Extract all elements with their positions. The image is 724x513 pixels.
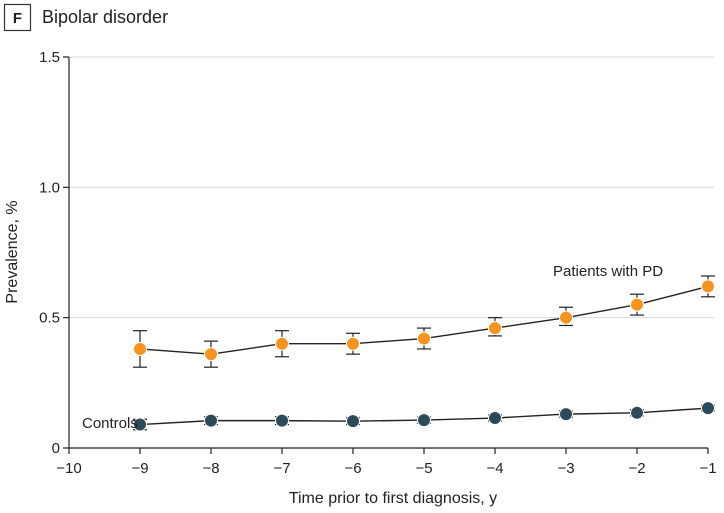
- data-point: [133, 341, 147, 356]
- data-point: [417, 413, 431, 428]
- data-point: [204, 347, 218, 362]
- x-tick-label: −6: [344, 460, 361, 477]
- y-tick-label: 0: [52, 440, 60, 457]
- series-0: [133, 275, 715, 368]
- x-tick-label: −7: [273, 460, 290, 477]
- data-point: [559, 310, 573, 325]
- x-tick-label: −3: [557, 460, 574, 477]
- x-tick-label: −8: [202, 460, 219, 477]
- x-tick-label: −10: [56, 460, 81, 477]
- data-point: [275, 336, 289, 351]
- y-tick-label: 1.0: [39, 179, 60, 196]
- data-point: [488, 411, 502, 426]
- series: [133, 275, 715, 432]
- y-axis-title: Prevalence, %: [4, 200, 21, 303]
- data-point: [488, 321, 502, 336]
- series-1: [133, 401, 715, 432]
- x-tick-label: −1: [699, 460, 716, 477]
- data-point: [204, 413, 218, 428]
- x-tick-label: −9: [131, 460, 148, 477]
- data-point: [701, 401, 715, 416]
- y-tick-label: 1.5: [39, 49, 60, 66]
- chart-title: Bipolar disorder: [42, 7, 168, 27]
- x-tick-label: −2: [628, 460, 645, 477]
- x-tick-label: −5: [415, 460, 432, 477]
- data-point: [346, 336, 360, 351]
- panel-letter-box: [3, 3, 32, 32]
- data-point: [701, 279, 715, 294]
- y-tick-label: 0.5: [39, 310, 60, 327]
- series-label-controls: Controls: [82, 415, 138, 432]
- data-point: [559, 407, 573, 422]
- x-axis-title: Time prior to first diagnosis, y: [289, 490, 497, 507]
- series-label-patients: Patients with PD: [553, 263, 663, 280]
- x-tick-label: −4: [486, 460, 503, 477]
- gridlines: [69, 56, 714, 319]
- panel-letter: F: [13, 10, 22, 27]
- data-point: [275, 413, 289, 428]
- data-point: [346, 414, 360, 429]
- data-point: [417, 331, 431, 346]
- data-point: [133, 417, 147, 432]
- axes: 0 0.5 1.0 1.5 −10 −9 −8 −7 −6 −5 −4 −3 −2 −1: [39, 49, 716, 477]
- data-point: [630, 405, 644, 420]
- data-point: [630, 297, 644, 312]
